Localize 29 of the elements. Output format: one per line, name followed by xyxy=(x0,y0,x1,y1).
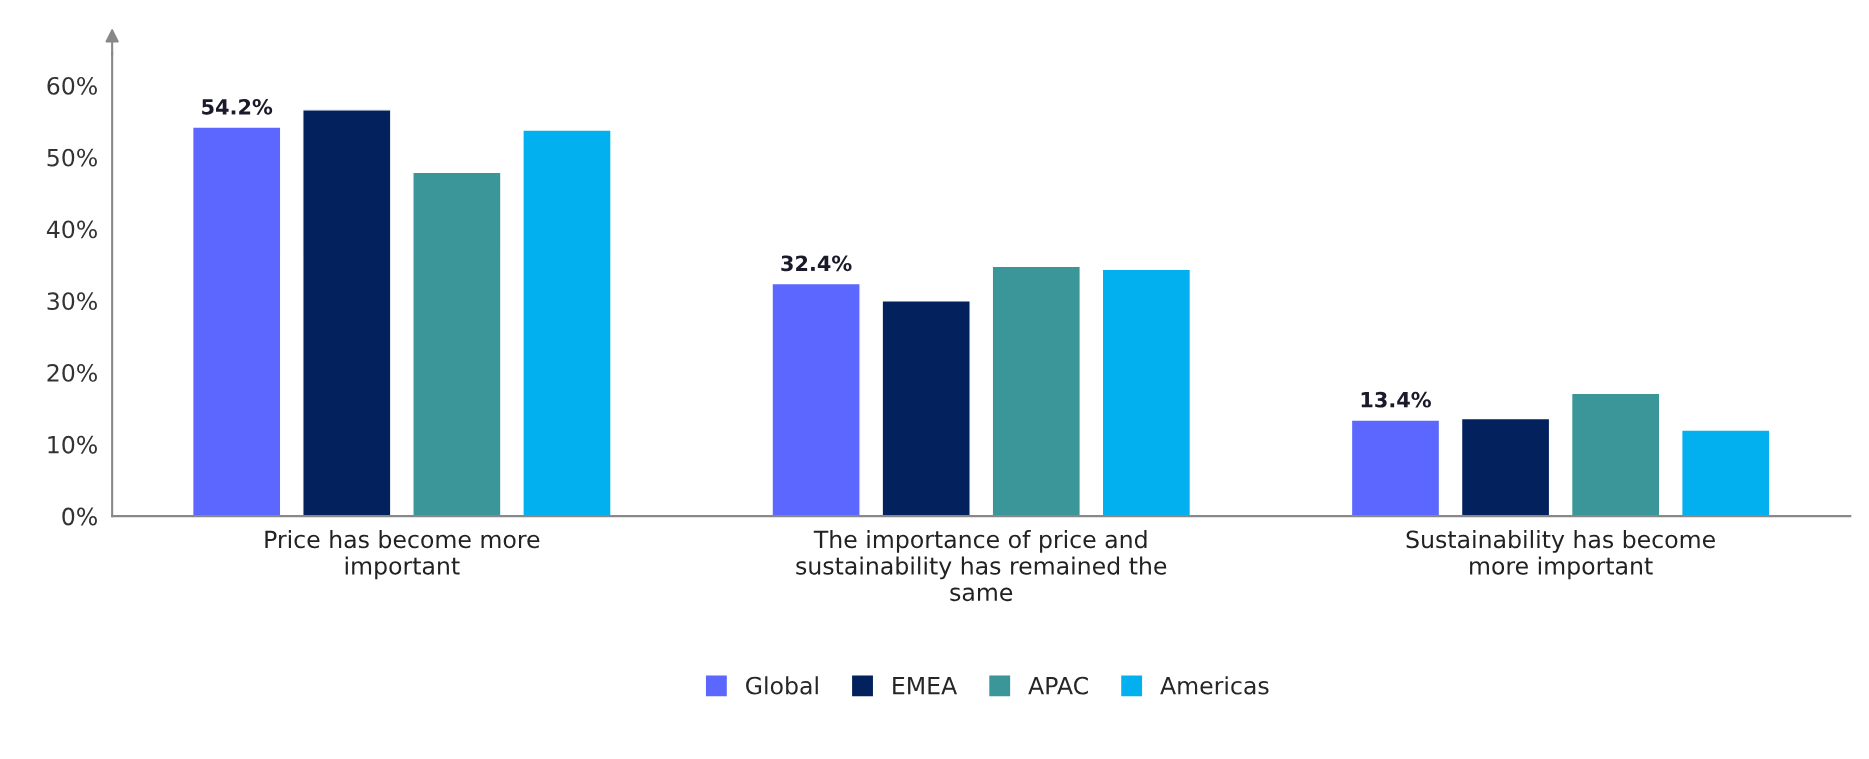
bar xyxy=(191,126,282,517)
bar xyxy=(991,265,1081,517)
y-tick-label: 10% xyxy=(48,435,97,454)
bar xyxy=(771,282,861,517)
data-label: 54.2% xyxy=(202,98,273,115)
data-label: 32.4% xyxy=(781,255,852,272)
x-tick-label: Price has become more important xyxy=(265,530,540,580)
bar xyxy=(1570,392,1661,517)
legend-label: EMEA xyxy=(893,676,958,695)
data-label: 13.4% xyxy=(1361,391,1431,408)
x-tick-label: Sustainability has become more important xyxy=(1406,530,1715,580)
legend-label: Americas xyxy=(1160,676,1269,695)
x-tick-label: The importance of price and sustainability has remained the same xyxy=(796,530,1167,602)
y-tick-label: 40% xyxy=(46,220,97,239)
y-tick-label: 0% xyxy=(62,507,97,526)
y-tick-label: 30% xyxy=(47,292,97,311)
bar xyxy=(1101,268,1192,517)
bar xyxy=(1460,417,1551,517)
bar xyxy=(522,129,612,517)
y-tick-label: 50% xyxy=(47,148,97,167)
bar xyxy=(1681,429,1771,517)
bar xyxy=(302,109,392,517)
y-tick-label: 20% xyxy=(47,364,97,382)
legend-label: Global xyxy=(746,676,818,695)
legend-label: APAC xyxy=(1028,676,1088,695)
y-tick-label: 60% xyxy=(47,76,97,95)
bar xyxy=(1350,419,1441,517)
bar xyxy=(412,171,502,517)
bar xyxy=(881,300,971,517)
